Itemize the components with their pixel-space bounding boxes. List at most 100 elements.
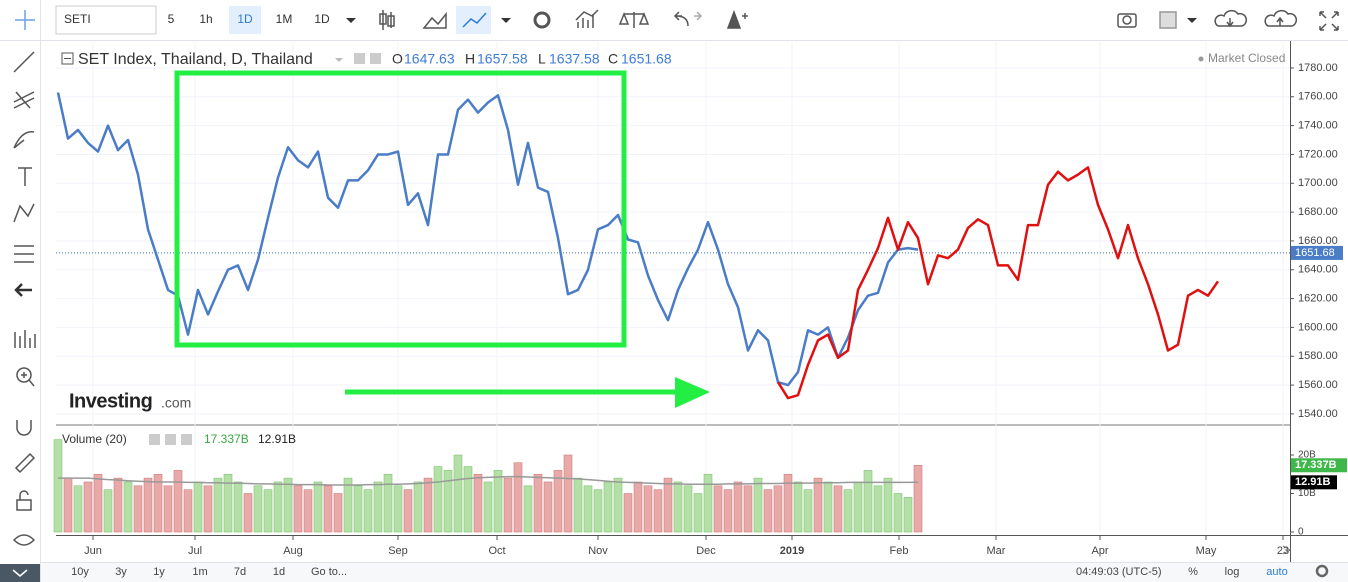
x-tick-label: Nov — [588, 545, 608, 557]
interval-button[interactable]: 1D — [314, 12, 330, 26]
redo-button[interactable] — [694, 11, 703, 21]
ohlc-key: O — [392, 51, 403, 67]
volume-tick-label: 10B — [1298, 488, 1316, 499]
interval-dropdown[interactable] — [346, 18, 356, 23]
y-tick-label: 1660.00 — [1298, 235, 1338, 247]
alert-button[interactable] — [726, 9, 748, 29]
volume-bar — [183, 489, 193, 533]
snapshot-button[interactable] — [1117, 13, 1137, 28]
zoom-icon — [21, 372, 35, 387]
lock-icon — [19, 490, 29, 500]
title-dropdown[interactable] — [335, 58, 343, 62]
volume-bar — [753, 477, 763, 533]
interval-button[interactable]: 1h — [199, 12, 212, 26]
fib-tool[interactable] — [14, 245, 34, 263]
goto-button[interactable]: Go to... — [311, 566, 347, 578]
volume-bar — [813, 477, 823, 533]
indicators-button[interactable] — [575, 9, 599, 28]
volume-bar — [83, 481, 93, 533]
volume-bar — [273, 481, 283, 533]
ohlc-value: 1647.63 — [404, 51, 455, 67]
volume-close[interactable] — [181, 434, 192, 445]
axis-settings[interactable] — [1315, 564, 1329, 578]
range-button[interactable]: 1y — [153, 566, 165, 578]
volume-bar — [733, 481, 743, 533]
fullscreen-button[interactable] — [1319, 11, 1339, 31]
range-button[interactable]: 1d — [273, 566, 285, 578]
ohlc-key: C — [608, 51, 618, 67]
save-layout-button[interactable] — [1264, 10, 1298, 27]
volume-bar — [243, 493, 253, 533]
measure-tool[interactable] — [14, 330, 36, 348]
volume-bar — [693, 493, 703, 533]
lock-tool[interactable] — [16, 499, 32, 511]
legend-settings[interactable] — [370, 53, 381, 64]
range-button[interactable]: 1m — [192, 566, 207, 578]
brush-tool[interactable] — [13, 131, 35, 149]
undo-button[interactable] — [673, 11, 689, 27]
color-button[interactable] — [1159, 11, 1177, 29]
back-tool[interactable] — [14, 283, 32, 297]
chart-type-dropdown[interactable] — [501, 18, 511, 23]
volume-bar — [313, 481, 323, 533]
settings-button[interactable] — [533, 11, 551, 29]
x-tick-label: Mar — [987, 545, 1006, 557]
candles-button[interactable] — [379, 10, 395, 30]
crosshair-tool[interactable] — [15, 10, 35, 30]
zoom-tool[interactable] — [16, 367, 32, 383]
volume-bar — [293, 485, 303, 533]
volume-bar — [473, 473, 483, 533]
volume-bar — [843, 489, 853, 533]
volume-bar — [63, 477, 73, 533]
volume-eye[interactable] — [149, 434, 160, 445]
scroll-right[interactable] — [1282, 545, 1292, 555]
range-button[interactable]: 10y — [71, 566, 89, 578]
volume-box — [1291, 458, 1347, 473]
volume-bar — [403, 489, 413, 533]
volume-bar — [703, 473, 713, 533]
visibility-tool[interactable] — [12, 534, 36, 546]
volume-bar — [363, 489, 373, 533]
volume-bar — [163, 485, 173, 533]
pattern-tool[interactable] — [13, 203, 35, 223]
volume-bar — [443, 470, 453, 533]
y-tick-label: 1600.00 — [1298, 321, 1338, 333]
x-tick-label: 2019 — [780, 545, 804, 557]
volume-box-label: 17.337B — [1295, 459, 1337, 471]
volume-value: 17.337B — [204, 432, 249, 446]
toolbar-icons — [379, 6, 1339, 34]
magnet-tool[interactable] — [16, 420, 32, 436]
line-button[interactable] — [462, 12, 487, 28]
interval-button[interactable]: 5 — [168, 12, 175, 26]
ohlc-key: H — [465, 51, 475, 67]
range-button[interactable]: 3y — [115, 566, 127, 578]
compare-button[interactable] — [618, 11, 650, 28]
text-tool[interactable] — [18, 167, 32, 186]
log-toggle[interactable]: log — [1225, 566, 1240, 578]
volume-bar — [433, 466, 443, 533]
volume-ma-line — [58, 475, 919, 486]
symbol-input[interactable] — [55, 5, 157, 35]
volume-bar — [493, 470, 503, 533]
legend-eye[interactable] — [354, 53, 365, 64]
x-tick-label: May — [1196, 545, 1217, 557]
volume-bar — [503, 477, 513, 533]
volume-ma-value: 12.91B — [258, 432, 296, 446]
collapse-button[interactable] — [0, 564, 40, 582]
volume-bar — [193, 481, 203, 533]
load-layout-button[interactable] — [1214, 10, 1248, 28]
trend-line-tool[interactable] — [13, 51, 35, 73]
range-buttons: 10y 3y 1y 1m 7d 1d Go to... 04:49:03 (UT… — [71, 566, 1288, 578]
volume-bar — [333, 493, 343, 533]
interval-button[interactable]: 1D — [237, 12, 253, 26]
auto-toggle[interactable]: auto — [1266, 566, 1287, 578]
volume-bar — [883, 477, 893, 533]
volume-settings[interactable] — [165, 434, 176, 445]
percent-toggle[interactable]: % — [1188, 566, 1198, 578]
interval-button[interactable]: 1M — [276, 12, 293, 26]
area-button[interactable] — [422, 11, 447, 29]
volume-bar — [683, 485, 693, 533]
stay-drawing-tool[interactable] — [14, 452, 36, 474]
pitchfork-tool[interactable] — [13, 91, 35, 109]
range-button[interactable]: 7d — [234, 566, 246, 578]
